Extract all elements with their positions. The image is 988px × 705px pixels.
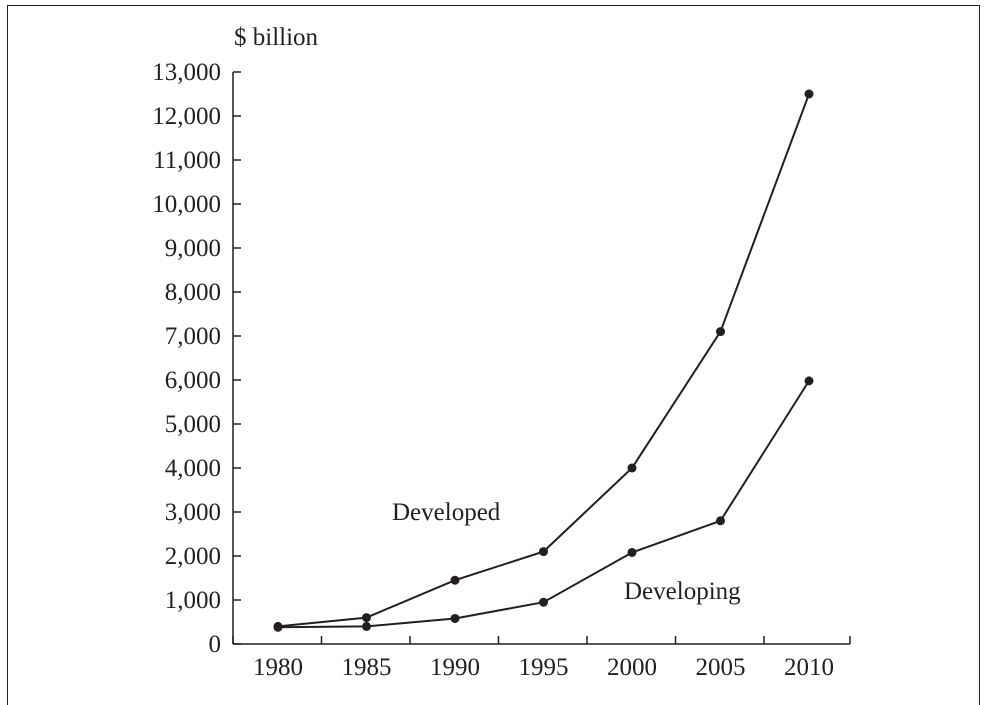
x-tick-label: 2000 <box>607 654 657 681</box>
y-tick-label: 13,000 <box>152 59 221 86</box>
y-tick-label: 6,000 <box>165 367 221 394</box>
data-point-developing <box>716 516 725 526</box>
x-axis: 1980 1985 1990 1995 2000 2005 2010 <box>232 636 851 681</box>
y-tick-label: 7,000 <box>165 323 221 350</box>
series-layer <box>273 89 814 632</box>
data-point-developed <box>362 613 371 623</box>
data-point-developing <box>627 547 637 557</box>
x-tick-label: 1985 <box>342 654 392 681</box>
data-point-developing <box>539 597 548 607</box>
series-label-developing: Developing <box>624 578 741 605</box>
data-point-developing <box>804 376 814 386</box>
y-tick-label: 11,000 <box>153 147 221 174</box>
x-tick-label: 1995 <box>519 654 569 681</box>
series-line-developed <box>277 93 810 628</box>
y-tick-label: 12,000 <box>152 103 221 130</box>
data-point-developed <box>539 547 548 557</box>
x-tick-label: 1980 <box>253 654 303 681</box>
series-label-developed: Developed <box>392 499 501 526</box>
data-point-developed <box>804 89 814 99</box>
chart-frame <box>7 5 980 705</box>
y-tick-label: 0 <box>209 631 222 658</box>
y-tick-label: 3,000 <box>165 499 221 526</box>
line-chart: $ billion 0 1,000 2,000 3,000 4,000 5,000 6,00… <box>152 24 851 681</box>
y-tick-label: 10,000 <box>152 191 221 218</box>
y-tick-label: 4,000 <box>165 455 221 482</box>
y-tick-label: 9,000 <box>165 235 221 262</box>
x-tick-label: 2005 <box>696 654 746 681</box>
y-tick-label: 1,000 <box>165 587 221 614</box>
data-point-developing <box>362 621 371 631</box>
x-tick-label: 1990 <box>430 654 480 681</box>
data-point-developing <box>273 622 283 632</box>
data-point-developed <box>716 327 725 337</box>
y-unit-label: $ billion <box>234 24 319 51</box>
y-tick-label: 8,000 <box>165 279 221 306</box>
y-tick-label: 2,000 <box>165 543 221 570</box>
data-point-developed <box>627 463 637 473</box>
y-axis: 0 1,000 2,000 3,000 4,000 5,000 6,000 7,000 8,00… <box>152 59 241 658</box>
data-point-developed <box>450 575 460 585</box>
y-tick-label: 5,000 <box>165 411 221 438</box>
x-tick-label: 2010 <box>784 654 834 681</box>
data-point-developing <box>450 613 460 623</box>
